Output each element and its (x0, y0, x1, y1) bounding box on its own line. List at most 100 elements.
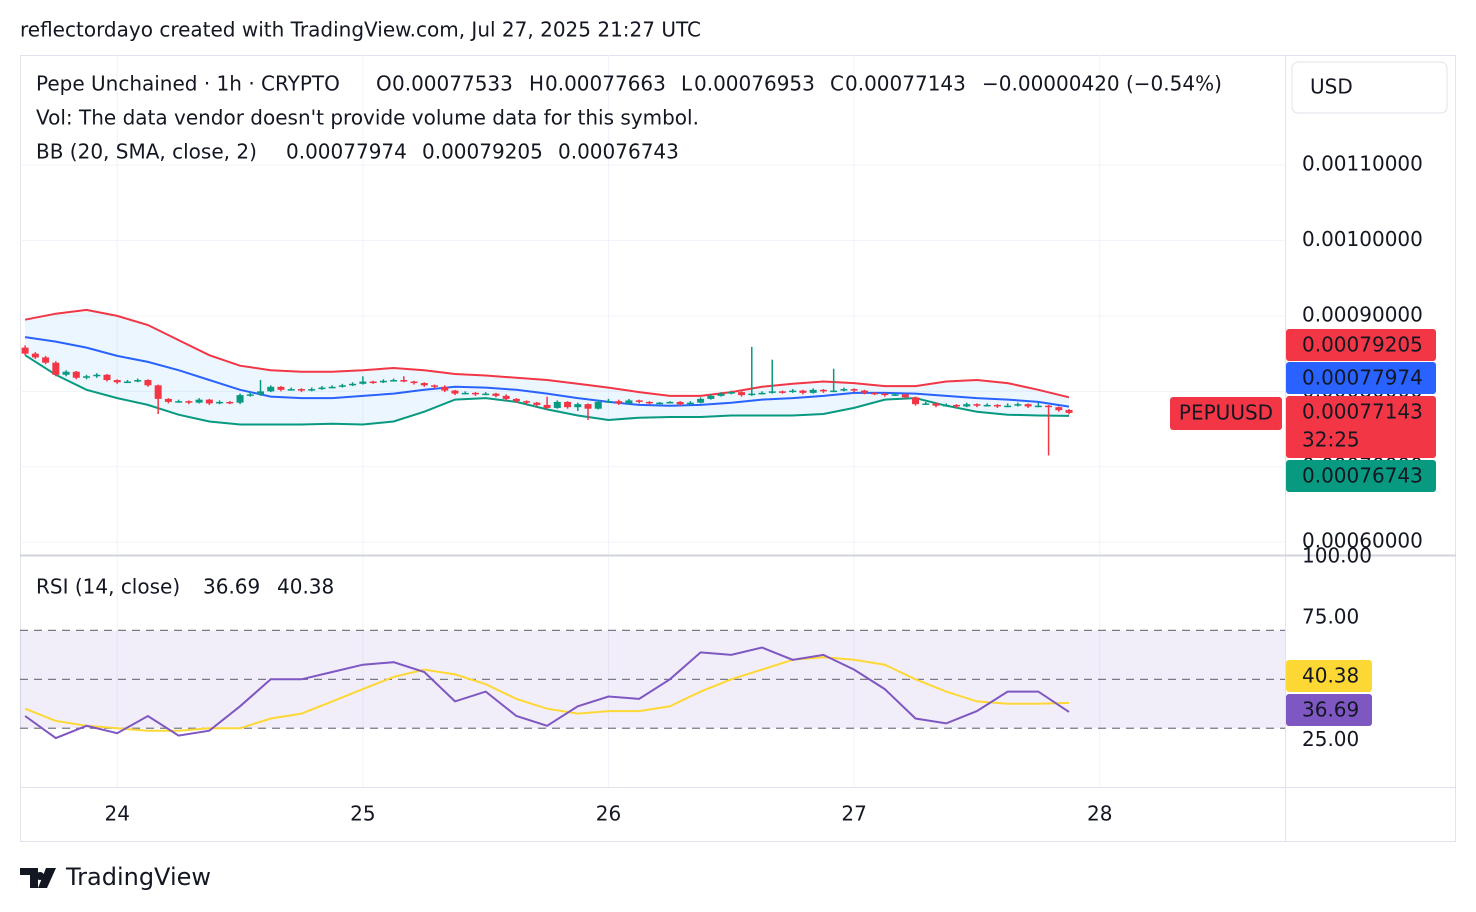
candle-body (942, 404, 950, 407)
ohlc-label: L (681, 72, 693, 96)
candle-body (369, 381, 377, 384)
candle-body (216, 401, 224, 404)
candle-body (195, 399, 203, 403)
candle-body (871, 392, 879, 395)
candle-body (952, 404, 960, 407)
x-tick-label: 25 (350, 802, 375, 826)
candle-body (881, 393, 889, 396)
ohlc-label: C (830, 72, 844, 96)
candle-body (645, 401, 653, 404)
candle-body (379, 380, 387, 383)
candle-body (564, 401, 572, 408)
candle-body (267, 386, 275, 392)
ohlc-value: 0.00077533 (392, 72, 513, 96)
candle-body (359, 381, 367, 384)
candle-body (983, 404, 991, 407)
candle-body (523, 401, 531, 403)
candle-body (144, 380, 152, 386)
x-tick-label: 26 (596, 802, 621, 826)
bb-upper-badge-bg (1286, 329, 1436, 361)
candle-body (31, 353, 39, 358)
candle-body (103, 374, 111, 381)
ohlc-value: 0.00076953 (694, 72, 815, 96)
candle-body (236, 395, 244, 403)
candle-body (738, 392, 746, 396)
candle-body (973, 404, 981, 406)
y-tick-label: 0.00060000 (1302, 529, 1423, 553)
bb-upper-badge: 0.00079205 (1302, 333, 1423, 357)
candle-body (686, 402, 694, 405)
candle-body (164, 398, 172, 402)
candle-body (604, 401, 612, 403)
candle-body (727, 392, 735, 394)
candle-body (113, 380, 121, 383)
candle-body (1065, 409, 1073, 413)
candle-body (615, 401, 623, 404)
candle-body (768, 391, 776, 393)
y-tick-label: 25.00 (1302, 727, 1359, 751)
candle-body (492, 393, 500, 396)
rsi-line (24, 646, 1070, 740)
candle-body (543, 404, 551, 408)
x-tick-label: 27 (841, 802, 866, 826)
rsi-ma-value: 40.38 (277, 575, 334, 599)
candle-body (707, 395, 715, 399)
y-tick-label: 0.00110000 (1302, 152, 1423, 176)
ohlc-value: 0.00077143 (845, 72, 966, 96)
candle-body (451, 390, 459, 394)
candle-body (963, 404, 971, 407)
candle-body (93, 374, 101, 377)
rsi-badge: 36.69 (1302, 698, 1359, 722)
rsi-ma-badge: 40.38 (1302, 664, 1359, 688)
y-tick-label: 75.00 (1302, 605, 1359, 629)
candle-body (635, 400, 643, 402)
candle-body (1045, 405, 1053, 408)
y-tick-label: 0.00100000 (1302, 227, 1423, 251)
candle-body (257, 391, 265, 395)
last-price-badge-bg (1286, 396, 1436, 458)
volume-note: Vol: The data vendor doesn't provide vol… (36, 106, 699, 130)
ohlc-label: H (529, 72, 544, 96)
candle-body (758, 392, 766, 395)
candle-body (676, 401, 684, 405)
candle-body (287, 389, 295, 391)
bb-lower-badge-bg (1286, 460, 1436, 492)
candle-body (42, 357, 50, 363)
symbol-title: Pepe Unchained · 1h · CRYPTO (36, 72, 340, 96)
rsi-label: RSI (14, close) (36, 575, 180, 599)
currency: USD (1310, 75, 1353, 99)
candle-body (697, 398, 705, 403)
candle-body (574, 404, 582, 408)
x-tick-label: 24 (105, 802, 130, 826)
candle-body (748, 393, 756, 396)
candle-body (226, 401, 234, 404)
candle-body (62, 371, 70, 375)
candle-body (21, 347, 29, 354)
candle-body (134, 380, 142, 382)
bb-value: 0.00076743 (558, 140, 679, 164)
frame (20, 55, 1456, 842)
candle-body (1055, 407, 1063, 411)
candle-body (461, 392, 469, 395)
candle-body (656, 402, 664, 405)
candle-body (901, 394, 909, 398)
candle-body (993, 404, 1001, 407)
candle-body (625, 400, 633, 404)
rsi-badge-bg (1286, 694, 1372, 726)
candle-body (840, 389, 848, 391)
logo: TradingView (20, 863, 211, 891)
candle-body (717, 393, 725, 396)
change: −0.00000420 (−0.54%) (982, 72, 1222, 96)
candle-body (584, 404, 592, 409)
candle-body (932, 403, 940, 406)
candle-body (533, 402, 541, 405)
candle-body (185, 401, 193, 403)
candle-body (277, 386, 285, 390)
candle-body (860, 390, 868, 393)
candle-body (471, 392, 479, 395)
candle-body (338, 385, 346, 387)
rsi-value: 36.69 (203, 575, 260, 599)
bb-value: 0.00077974 (286, 140, 407, 164)
price-badges: 0.00079205 0.00077974 0.00077143 32:25 0.000… (1170, 329, 1436, 726)
currency-box[interactable] (1291, 61, 1448, 114)
